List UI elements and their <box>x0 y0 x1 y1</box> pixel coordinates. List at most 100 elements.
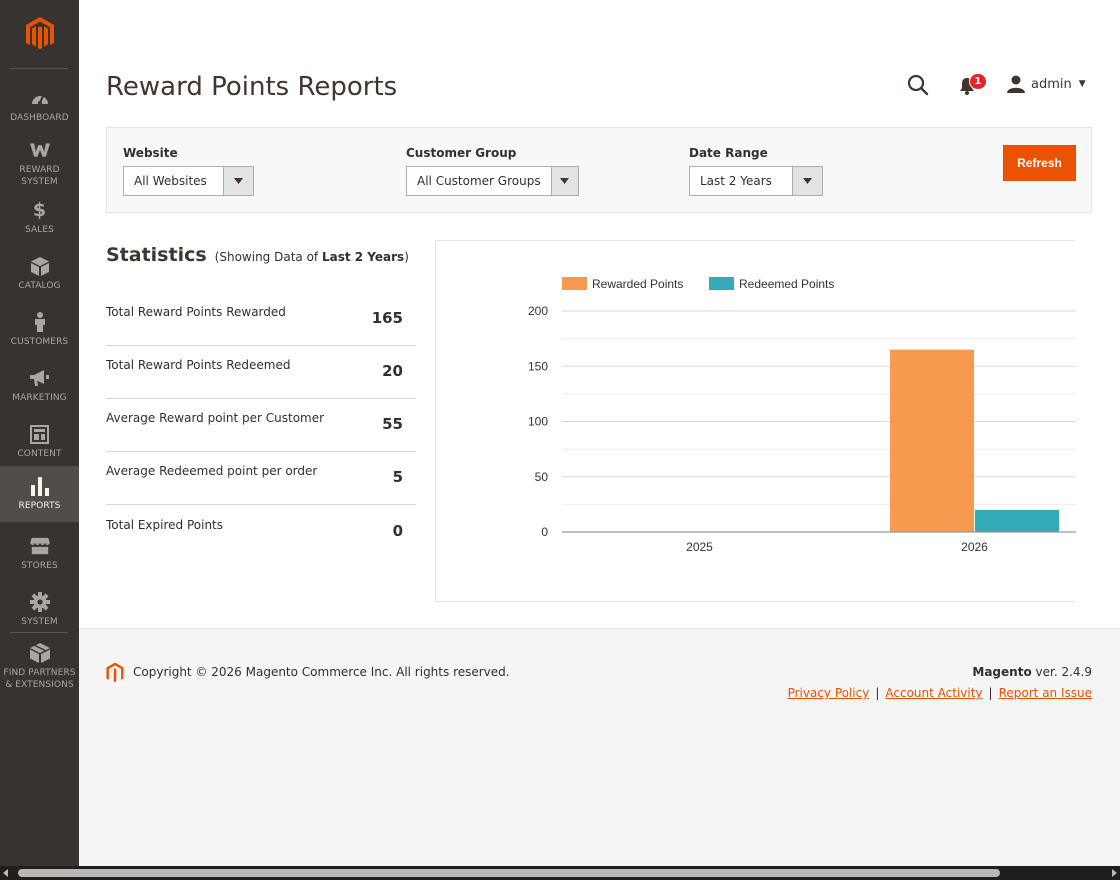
legend-label: Rewarded Points <box>592 277 683 291</box>
sidebar-item-label: CONTENT <box>17 449 62 459</box>
stat-value: 0 <box>392 522 403 540</box>
chevron-down-icon: ▼ <box>1078 79 1086 89</box>
sidebar-item-reward-system[interactable]: REWARD SYSTEM <box>0 134 79 194</box>
y-tick-label: 200 <box>528 304 548 318</box>
legend-swatch <box>709 277 734 290</box>
statistics-subtitle-prefix: (Showing Data of <box>214 250 319 264</box>
stat-value: 55 <box>382 415 403 433</box>
customer-group-select-value: All Customer Groups <box>417 174 541 188</box>
dashboard-icon <box>30 88 50 108</box>
admin-username: admin <box>1031 76 1072 92</box>
report-issue-link[interactable]: Report an Issue <box>998 686 1092 700</box>
gear-icon <box>29 592 50 612</box>
stat-label: Average Redeemed point per order <box>106 464 318 478</box>
sidebar-item-sales[interactable]: $ SALES <box>0 190 79 246</box>
statistics-subtitle-suffix: ) <box>404 250 409 264</box>
sidebar-item-reports[interactable]: REPORTS <box>0 466 79 522</box>
sidebar-item-label: DASHBOARD <box>10 113 69 123</box>
stat-row: Total Reward Points Redeemed 20 <box>106 346 416 399</box>
statistics-title: Statistics <box>106 244 207 266</box>
chevron-down-icon <box>792 167 822 195</box>
privacy-policy-link[interactable]: Privacy Policy <box>787 686 870 700</box>
scroll-right-arrow-icon[interactable] <box>1112 869 1117 877</box>
box-icon <box>29 643 50 663</box>
notification-count-badge: 1 <box>969 73 987 90</box>
x-tick-label: 2025 <box>686 540 713 554</box>
website-select-value: All Websites <box>134 174 207 188</box>
version-number: ver. 2.4.9 <box>1035 665 1092 679</box>
scrollbar-thumb[interactable] <box>18 869 1000 877</box>
cube-icon <box>30 256 50 276</box>
sidebar-divider <box>10 632 68 633</box>
legend-swatch <box>562 277 587 290</box>
chart-canvas: 0 50 100 150 200 2025 2026 Rewarded Points Redee… <box>528 277 1076 554</box>
sidebar-item-label: REWARD SYSTEM <box>19 165 60 187</box>
link-separator: | <box>988 686 993 700</box>
sidebar-item-label: MARKETING <box>12 393 67 403</box>
stat-row: Total Expired Points 0 <box>106 506 416 559</box>
sidebar-item-dashboard[interactable]: DASHBOARD <box>0 78 79 134</box>
refresh-button[interactable]: Refresh <box>1003 145 1076 181</box>
stat-row: Total Reward Points Rewarded 165 <box>106 293 416 346</box>
main-content: Reward Points Reports 1 admin ▼ Website … <box>79 0 1120 628</box>
statistics-heading: Statistics (Showing Data of Last 2 Years… <box>106 244 409 266</box>
y-tick-label: 150 <box>528 359 548 373</box>
sidebar-divider <box>10 68 68 69</box>
website-select[interactable]: All Websites <box>123 166 254 196</box>
magento-footer-logo-icon <box>106 662 124 683</box>
date-range-filter: Date Range Last 2 Years <box>689 146 823 196</box>
sidebar-item-label: SALES <box>25 225 54 235</box>
stat-row: Average Reward point per Customer 55 <box>106 399 416 452</box>
y-tick-label: 50 <box>535 470 549 484</box>
date-range-select[interactable]: Last 2 Years <box>689 166 823 196</box>
admin-sidebar: DASHBOARD REWARD SYSTEM $ SALES CATALOG … <box>0 0 79 866</box>
dollar-icon: $ <box>32 199 47 221</box>
storefront-icon <box>29 536 50 556</box>
stat-value: 165 <box>371 309 403 327</box>
sidebar-item-system[interactable]: SYSTEM <box>0 582 79 638</box>
chart-bar <box>975 509 1059 532</box>
reward-w-icon <box>29 140 50 160</box>
date-range-select-value: Last 2 Years <box>700 174 772 188</box>
chevron-down-icon <box>223 167 253 195</box>
date-range-filter-label: Date Range <box>689 146 768 160</box>
y-tick-label: 100 <box>528 415 548 429</box>
sidebar-item-stores[interactable]: STORES <box>0 526 79 582</box>
sidebar-item-label: CATALOG <box>18 281 61 291</box>
sidebar-item-label: REPORTS <box>18 501 61 511</box>
global-search-button[interactable] <box>907 74 929 96</box>
person-icon <box>30 312 50 332</box>
sidebar-item-label: STORES <box>21 561 58 571</box>
stat-label: Total Reward Points Rewarded <box>106 305 286 319</box>
stat-label: Total Reward Points Redeemed <box>106 358 291 372</box>
account-activity-link[interactable]: Account Activity <box>885 686 983 700</box>
horizontal-scrollbar[interactable] <box>0 866 1120 880</box>
megaphone-icon <box>29 368 50 388</box>
chevron-down-icon <box>550 167 578 195</box>
sidebar-item-label: SYSTEM <box>21 617 58 627</box>
website-filter-label: Website <box>123 146 178 160</box>
website-filter: Website All Websites <box>123 146 254 196</box>
user-icon <box>1007 75 1025 93</box>
page-footer: Copyright © 2026 Magento Commerce Inc. A… <box>79 628 1120 866</box>
page-title: Reward Points Reports <box>106 72 398 102</box>
sidebar-item-marketing[interactable]: MARKETING <box>0 358 79 414</box>
legend-label: Redeemed Points <box>739 277 834 291</box>
scroll-left-arrow-icon[interactable] <box>3 869 8 877</box>
sidebar-item-content[interactable]: CONTENT <box>0 414 79 470</box>
search-icon <box>907 74 929 96</box>
sidebar-item-find-partners[interactable]: FIND PARTNERS & EXTENSIONS <box>0 638 79 696</box>
reward-points-chart: 0 50 100 150 200 2025 2026 Rewarded Points Redee… <box>435 240 1076 602</box>
customer-group-filter: Customer Group All Customer Groups <box>406 146 579 196</box>
stat-label: Average Reward point per Customer <box>106 411 325 425</box>
sidebar-item-customers[interactable]: CUSTOMERS <box>0 302 79 358</box>
x-tick-label: 2026 <box>961 540 988 554</box>
sidebar-item-label: CUSTOMERS <box>10 337 69 347</box>
brand-name: Magento <box>972 665 1032 679</box>
admin-user-menu[interactable]: admin ▼ <box>1007 74 1086 94</box>
magento-logo[interactable] <box>0 0 79 68</box>
sidebar-item-catalog[interactable]: CATALOG <box>0 246 79 302</box>
link-separator: | <box>875 686 880 700</box>
footer-links: Privacy Policy | Account Activity | Repo… <box>788 686 1092 700</box>
customer-group-select[interactable]: All Customer Groups <box>406 166 579 196</box>
